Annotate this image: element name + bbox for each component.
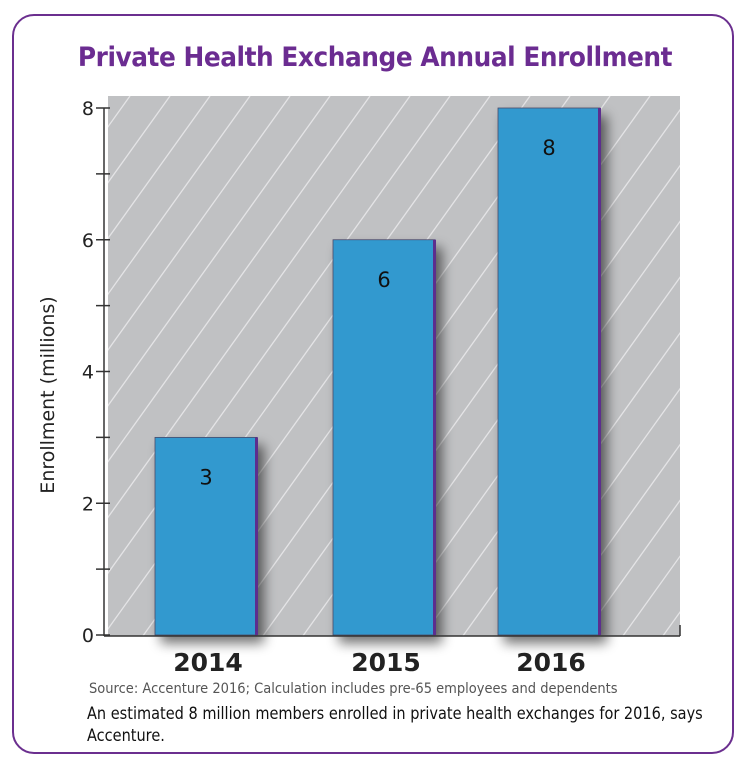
- y-tick-label: 6: [82, 230, 94, 252]
- hatch-line: [108, 96, 331, 407]
- y-axis-label: Enrollment (millions): [37, 296, 59, 493]
- y-tick-label: 8: [82, 98, 94, 120]
- caption: An estimated 8 million members enrolled …: [87, 704, 703, 745]
- hatch-line: [108, 96, 211, 240]
- hatch-line: [108, 96, 411, 519]
- hatch-line: [422, 276, 680, 636]
- hatch-line: [700, 96, 750, 640]
- y-tick-label: 4: [82, 362, 94, 384]
- x-tick-label: 2016: [516, 648, 586, 677]
- hatch-line: [582, 499, 680, 636]
- chart-frame: [12, 14, 734, 754]
- hatch-line: [542, 443, 680, 636]
- hatch-line: [108, 96, 291, 351]
- bar-edge: [433, 239, 436, 635]
- hatch-line: [108, 96, 371, 463]
- y-tick-label: 0: [82, 625, 94, 647]
- hatch-line: [108, 96, 251, 296]
- x-tick-label: 2014: [173, 648, 243, 677]
- x-tick-label: 2015: [351, 648, 421, 677]
- bar-group: [497, 107, 601, 636]
- bar-2015: [332, 239, 436, 636]
- bar-2014: [154, 436, 258, 636]
- bar-edge: [598, 108, 601, 635]
- y-tick-label: 2: [82, 493, 94, 515]
- data-label: 8: [542, 136, 555, 160]
- bar-edge: [255, 437, 258, 635]
- chart-title: Private Health Exchange Annual Enrollmen…: [77, 42, 673, 73]
- bar-2016: [497, 107, 601, 636]
- data-label: 6: [377, 268, 390, 292]
- bar-group: [332, 239, 436, 636]
- hatch-line: [108, 96, 451, 575]
- data-label: 3: [199, 465, 212, 489]
- bar-group: [154, 436, 258, 636]
- source-note: Source: Accenture 2016; Calculation incl…: [89, 681, 618, 697]
